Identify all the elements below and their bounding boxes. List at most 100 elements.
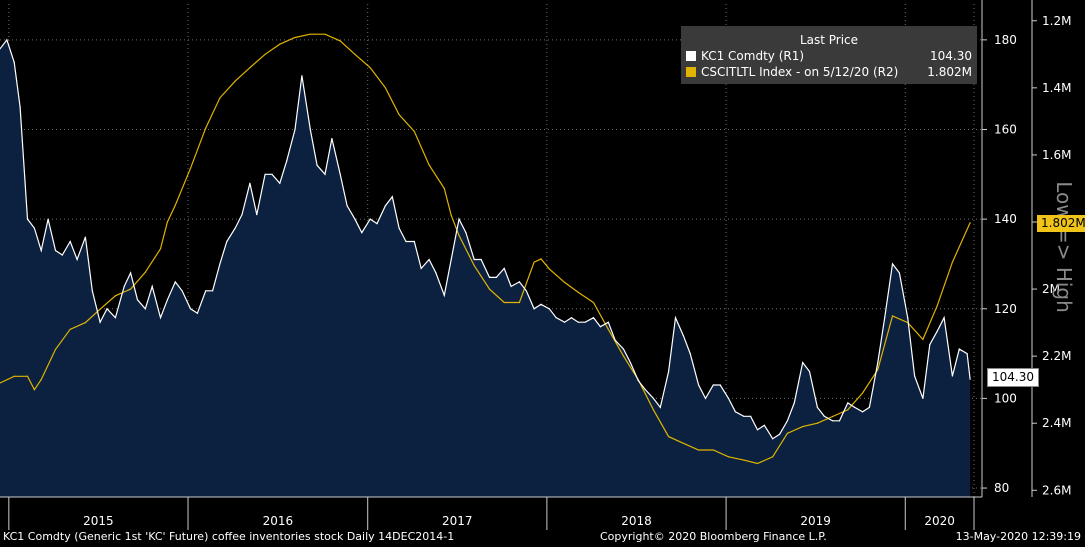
price-point <box>40 249 42 252</box>
price-point <box>159 317 162 319</box>
price-point <box>913 375 916 377</box>
price-point <box>727 397 730 399</box>
price-point <box>577 321 579 323</box>
price-point <box>129 272 132 274</box>
last-price-tag: 104.30 <box>987 368 1039 387</box>
y1-tick-label: 80 <box>994 481 1009 495</box>
inventory-point <box>727 456 730 458</box>
price-point <box>847 402 849 404</box>
inventory-point <box>712 449 714 451</box>
y2-tick-label: 1.2M <box>1042 14 1071 28</box>
price-point <box>91 290 93 292</box>
legend-swatch-inventory <box>686 66 696 77</box>
legend-series2-name: CSCITLTL Index - on 5/12/20 (R2) <box>701 64 899 79</box>
price-point <box>0 48 1 50</box>
price-point <box>428 258 430 261</box>
y1-tick-label: 100 <box>994 391 1017 405</box>
inventory-point <box>951 261 953 263</box>
price-point <box>898 272 900 274</box>
inventory-point <box>413 130 415 133</box>
inventory-point <box>607 328 609 330</box>
price-point <box>922 397 924 399</box>
price-point <box>47 218 49 220</box>
inventory-point <box>33 389 35 391</box>
inventory-point <box>450 214 452 216</box>
inventory-point <box>234 80 236 82</box>
inventory-point <box>652 409 655 411</box>
inventory-point <box>816 422 818 424</box>
price-point <box>219 263 221 265</box>
price-point <box>525 290 527 292</box>
price-point <box>361 231 363 234</box>
legend-series1-value: 104.30 <box>930 48 972 63</box>
price-point <box>420 267 422 270</box>
y1-tick-label: 180 <box>994 33 1017 47</box>
price-point <box>123 285 125 287</box>
price-point <box>743 415 745 417</box>
price-point <box>271 173 273 175</box>
price-point <box>294 128 296 131</box>
price-point <box>884 317 886 319</box>
inventory-point <box>384 87 386 89</box>
price-point <box>540 303 542 305</box>
inventory-point <box>174 204 176 206</box>
price-point <box>354 218 356 220</box>
inventory-point <box>473 264 475 267</box>
inventory-point <box>69 328 71 330</box>
x-tick-label: 2015 <box>83 514 114 528</box>
inventory-point <box>592 301 595 304</box>
price-point <box>668 370 670 373</box>
inventory-point <box>189 167 192 169</box>
x-tick-label: 2018 <box>621 514 652 528</box>
inventory-point <box>969 222 971 224</box>
price-point <box>570 317 573 319</box>
price-point <box>659 406 661 408</box>
price-point <box>488 276 491 278</box>
price-point <box>966 352 968 355</box>
price-point <box>652 397 655 399</box>
price-point <box>832 420 834 422</box>
price-point <box>697 384 700 386</box>
inventory-point <box>249 67 251 69</box>
price-point <box>943 317 945 319</box>
legend: Last Price KC1 Comdty (R1) 104.30 CSCITL… <box>681 26 977 84</box>
legend-header: Last Price <box>799 33 859 47</box>
inventory-point <box>832 415 834 418</box>
inventory-point <box>682 442 684 444</box>
price-point <box>211 290 214 292</box>
price-point <box>33 227 35 229</box>
inventory-point <box>847 409 849 411</box>
price-point <box>958 348 960 350</box>
price-point <box>339 173 341 175</box>
price-point <box>763 424 765 426</box>
price-point <box>391 196 393 198</box>
price-point <box>413 240 415 243</box>
inventory-point <box>264 53 266 55</box>
price-point <box>61 254 63 256</box>
price-point <box>331 137 333 140</box>
price-point <box>793 402 795 404</box>
inventory-point <box>26 375 29 377</box>
price-point <box>114 317 116 319</box>
price-point <box>644 388 646 391</box>
inventory-point <box>54 348 57 351</box>
price-line-layer <box>0 38 971 440</box>
inventory-point <box>294 36 296 39</box>
footer-timestamp: 13-May-2020 12:39:19 <box>955 530 1081 543</box>
price-point <box>144 308 146 310</box>
price-point <box>750 415 752 417</box>
price-point <box>518 281 521 283</box>
inventory-point <box>354 53 356 55</box>
inventory-point <box>922 338 924 340</box>
price-point <box>778 433 781 435</box>
price-point <box>533 308 535 310</box>
inventory-point <box>488 288 491 290</box>
y1-tick-label: 120 <box>994 302 1017 316</box>
inventory-point <box>533 261 535 263</box>
price-point <box>854 406 856 408</box>
price-point <box>384 205 386 207</box>
price-point <box>465 231 467 234</box>
price-point <box>69 240 71 243</box>
price-point <box>682 335 684 337</box>
price-point <box>256 214 258 216</box>
